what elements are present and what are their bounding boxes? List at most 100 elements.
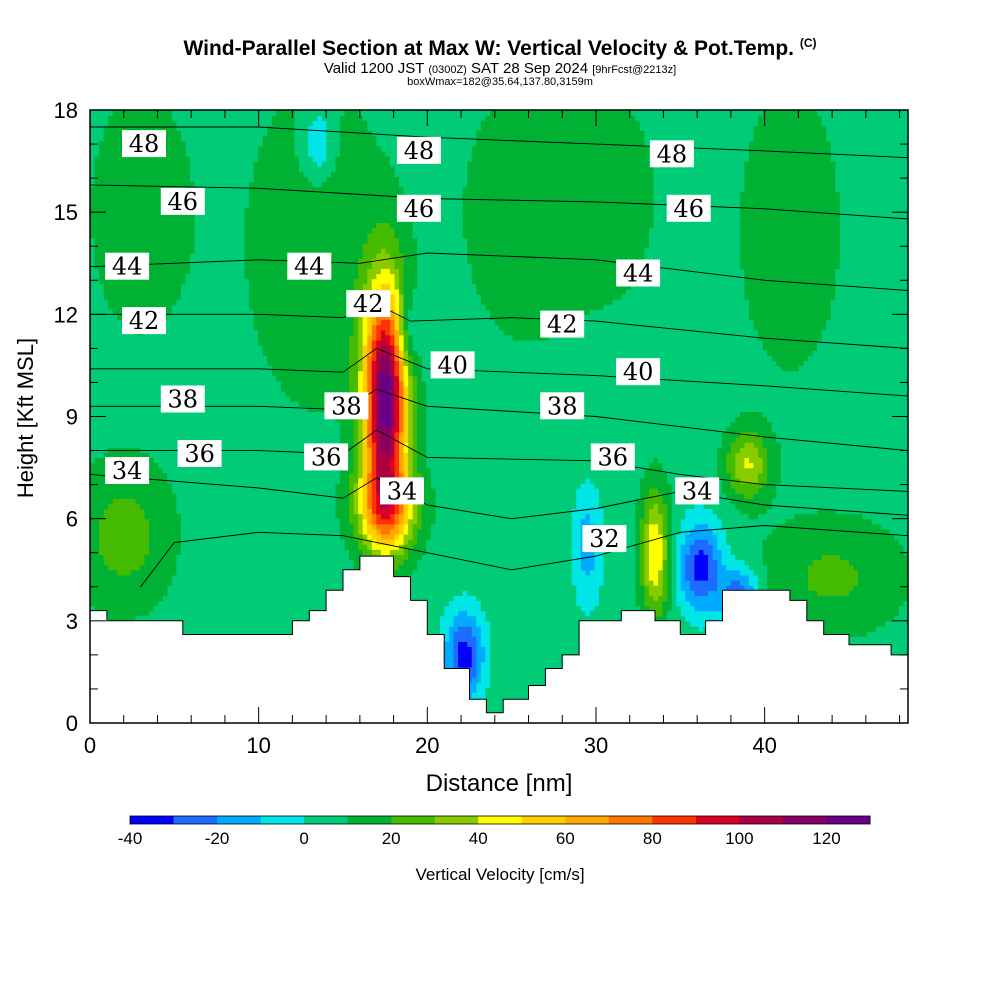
- velocity-cell: [621, 595, 627, 601]
- velocity-cell: [898, 610, 905, 617]
- velocity-cell: [580, 610, 586, 617]
- velocity-cell: [808, 595, 814, 601]
- velocity-cell: [289, 600, 296, 607]
- velocity-cell: [858, 590, 864, 596]
- velocity-cell: [648, 590, 655, 596]
- velocity-cell: [235, 579, 241, 586]
- velocity-cell: [480, 610, 486, 617]
- velocity-cell: [426, 590, 432, 596]
- velocity-cell: [458, 579, 464, 586]
- velocity-cell: [558, 620, 564, 627]
- velocity-cell: [694, 610, 700, 617]
- velocity-cell: [698, 579, 705, 586]
- velocity-cell: [530, 656, 536, 663]
- velocity-cell: [808, 610, 814, 617]
- velocity-cell: [871, 615, 877, 622]
- velocity-cell: [499, 625, 505, 632]
- velocity-cell: [262, 590, 268, 596]
- velocity-cell: [335, 585, 341, 591]
- velocity-cell: [821, 590, 827, 596]
- velocity-cell: [167, 595, 173, 601]
- velocity-cell: [853, 625, 859, 632]
- velocity-cell: [485, 579, 491, 586]
- velocity-cell: [839, 631, 845, 637]
- velocity-cell: [480, 605, 486, 612]
- velocity-cell: [185, 605, 191, 612]
- velocity-cell: [544, 646, 550, 653]
- velocity-cell: [648, 600, 655, 607]
- velocity-cell: [176, 600, 182, 607]
- velocity-cell: [321, 600, 327, 607]
- velocity-cell: [153, 590, 159, 596]
- velocity-cell: [462, 615, 468, 622]
- velocity-cell: [848, 620, 855, 627]
- velocity-cell: [535, 605, 541, 612]
- velocity-cell: [876, 605, 882, 612]
- velocity-cell: [276, 615, 282, 622]
- velocity-cell: [489, 605, 496, 612]
- velocity-cell: [712, 585, 718, 591]
- velocity-cell: [458, 631, 464, 637]
- velocity-cell: [558, 631, 564, 637]
- velocity-cell: [149, 590, 155, 596]
- velocity-cell: [571, 636, 577, 642]
- velocity-cell: [512, 682, 518, 688]
- velocity-cell: [571, 605, 577, 612]
- velocity-cell: [180, 585, 187, 591]
- velocity-cell: [885, 625, 891, 632]
- velocity-cell: [435, 590, 441, 596]
- velocity-cell: [489, 646, 496, 653]
- velocity-cell: [594, 605, 600, 612]
- velocity-cell: [535, 646, 541, 653]
- velocity-cell: [653, 615, 659, 622]
- velocity-cell: [158, 595, 164, 601]
- velocity-cell: [562, 641, 568, 647]
- velocity-cell: [230, 610, 237, 617]
- velocity-cell: [212, 620, 218, 627]
- velocity-cell: [839, 625, 845, 632]
- velocity-cell: [467, 620, 473, 627]
- velocity-cell: [589, 590, 596, 596]
- velocity-cell: [194, 620, 200, 627]
- velocity-cell: [476, 651, 482, 658]
- velocity-cell: [494, 646, 500, 653]
- velocity-cell: [876, 600, 882, 607]
- velocity-cell: [503, 631, 509, 637]
- velocity-cell: [90, 590, 96, 596]
- velocity-cell: [585, 615, 591, 622]
- velocity-cell: [217, 620, 223, 627]
- velocity-cell: [889, 595, 895, 601]
- velocity-cell: [480, 631, 486, 637]
- velocity-cell: [235, 585, 241, 591]
- velocity-cell: [185, 615, 191, 622]
- velocity-cell: [698, 595, 705, 601]
- velocity-cell: [839, 600, 845, 607]
- velocity-cell: [199, 610, 205, 617]
- velocity-cell: [585, 590, 591, 596]
- velocity-cell: [139, 585, 146, 591]
- velocity-cell: [467, 615, 473, 622]
- velocity-cell: [803, 590, 809, 596]
- velocity-cell: [467, 641, 473, 647]
- velocity-cell: [853, 590, 859, 596]
- velocity-cell: [685, 585, 691, 591]
- velocity-cell: [517, 666, 523, 673]
- velocity-cell: [471, 646, 477, 653]
- velocity-cell: [226, 579, 232, 586]
- velocity-cell: [271, 590, 277, 596]
- velocity-cell: [548, 605, 555, 612]
- velocity-cell: [789, 595, 795, 601]
- velocity-cell: [276, 579, 282, 586]
- velocity-cell: [121, 595, 127, 601]
- velocity-cell: [126, 590, 132, 596]
- velocity-cell: [503, 666, 509, 673]
- velocity-cell: [312, 579, 318, 586]
- velocity-cell: [199, 625, 205, 632]
- velocity-cell: [453, 661, 459, 668]
- velocity-cell: [508, 687, 514, 693]
- velocity-cell: [426, 605, 432, 612]
- velocity-cell: [471, 682, 477, 688]
- velocity-cell: [703, 615, 709, 622]
- velocity-cell: [830, 590, 836, 596]
- velocity-cell: [721, 585, 727, 591]
